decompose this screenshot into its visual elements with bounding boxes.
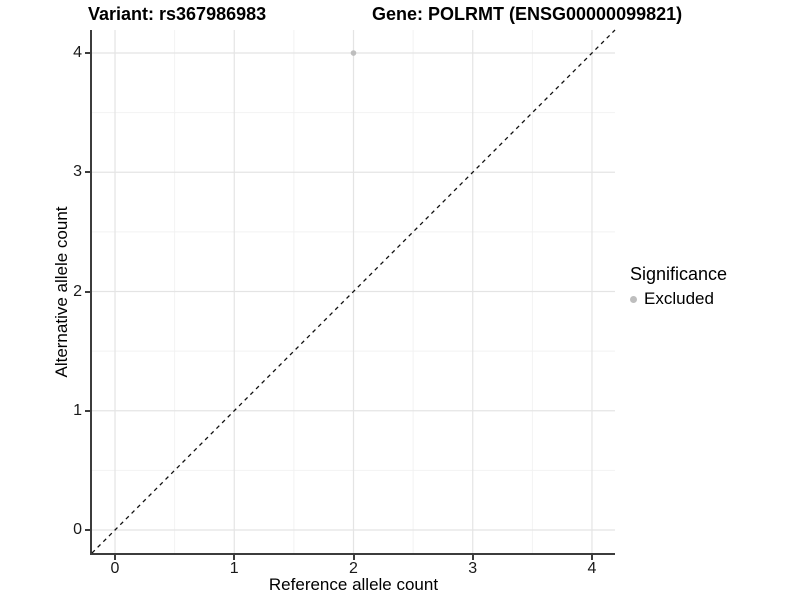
plot-title-variant: Variant: rs367986983 <box>88 4 267 24</box>
y-tick-label: 0 <box>73 520 82 538</box>
x-tick-label: 0 <box>110 560 120 577</box>
x-tick-mark <box>233 555 236 560</box>
y-tick-label: 2 <box>73 282 82 300</box>
y-tick-mark <box>85 171 90 174</box>
data-point <box>350 50 357 56</box>
y-tick-label: 1 <box>73 401 82 419</box>
identity-line <box>91 29 616 554</box>
plot-canvas <box>91 29 616 554</box>
legend: Significance Excluded <box>630 264 727 309</box>
y-tick-mark <box>85 528 90 531</box>
y-tick-mark <box>85 290 90 293</box>
x-tick-mark <box>114 555 116 560</box>
y-tick-mark <box>85 52 90 54</box>
legend-item-excluded: Excluded <box>630 289 727 309</box>
plot-title-gene: Gene: POLRMT (ENSG00000099821) <box>372 4 683 24</box>
x-tick-mark <box>590 555 593 560</box>
y-tick-label: 4 <box>73 44 82 61</box>
x-axis-title: Reference allele count <box>268 575 439 594</box>
legend-item-label: Excluded <box>644 289 714 308</box>
y-axis-line <box>90 30 92 555</box>
excluded-point-icon <box>630 295 637 303</box>
x-tick-label: 1 <box>229 560 239 577</box>
y-tick-mark <box>85 409 90 412</box>
y-axis-title: Alternative allele count <box>52 206 71 378</box>
plot-panel <box>91 29 616 554</box>
x-tick-mark <box>471 555 474 560</box>
x-tick-mark <box>352 555 355 560</box>
x-tick-label: 4 <box>587 560 597 577</box>
legend-title: Significance <box>630 264 728 284</box>
x-tick-label: 3 <box>468 560 478 577</box>
y-tick-label: 3 <box>73 163 82 181</box>
x-axis-line <box>90 553 615 555</box>
x-tick-label: 2 <box>349 560 358 577</box>
